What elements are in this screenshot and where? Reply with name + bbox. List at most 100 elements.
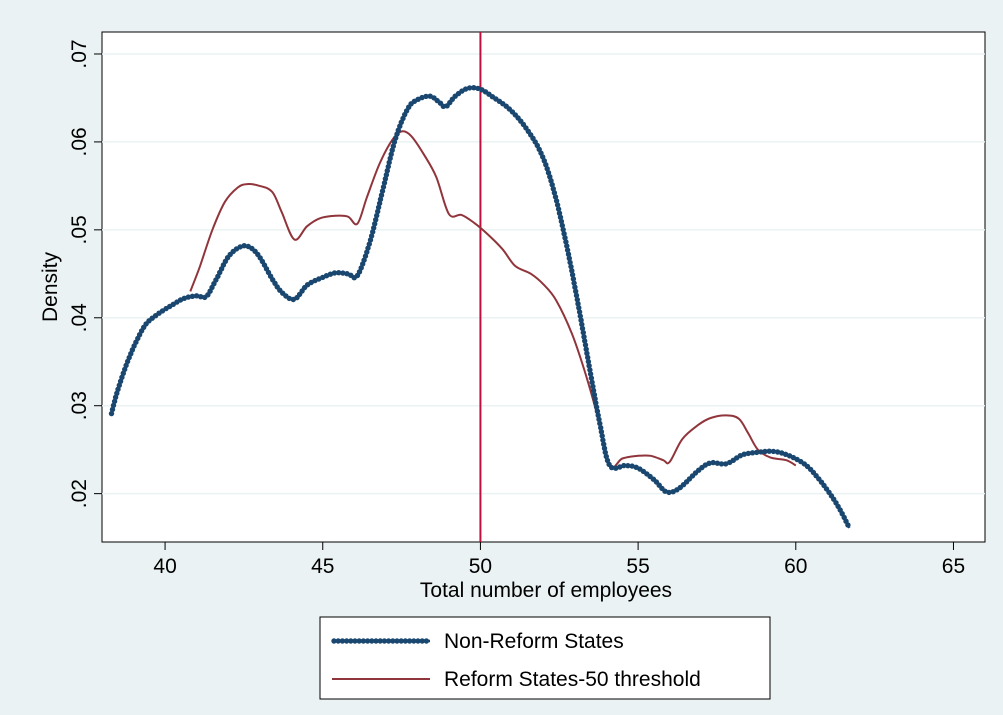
legend-marker xyxy=(423,638,430,644)
data-point-marker xyxy=(590,387,597,394)
data-point-marker xyxy=(569,272,576,278)
y-tick-label: .05 xyxy=(68,215,91,244)
data-point-marker xyxy=(601,441,607,447)
data-point-marker xyxy=(373,217,379,223)
y-tick-label: .04 xyxy=(68,303,91,333)
y-axis: .02 .03 .04 .05 .06 .07 xyxy=(68,39,102,508)
data-point-marker xyxy=(327,271,334,277)
data-point-marker xyxy=(591,392,598,398)
data-point-marker xyxy=(741,451,747,457)
data-point-marker xyxy=(596,416,602,423)
data-point-marker xyxy=(387,155,393,162)
data-point-marker xyxy=(559,222,565,229)
legend-marker xyxy=(343,638,350,644)
data-point-marker xyxy=(388,151,394,157)
data-point-marker xyxy=(377,196,384,202)
data-point-marker xyxy=(549,182,555,188)
data-point-marker xyxy=(593,400,599,406)
x-tick-label: 65 xyxy=(942,555,965,578)
data-point-marker xyxy=(706,460,712,466)
data-point-marker xyxy=(576,305,582,311)
data-point-marker xyxy=(582,338,588,344)
data-point-marker xyxy=(573,288,579,294)
data-point-marker xyxy=(385,163,391,170)
plot-area xyxy=(101,31,986,543)
data-point-marker xyxy=(565,251,572,257)
data-point-marker xyxy=(564,243,570,249)
legend-marker xyxy=(390,638,396,644)
data-point-marker xyxy=(774,449,781,455)
data-point-marker xyxy=(576,309,583,315)
data-point-marker xyxy=(845,522,851,528)
data-point-marker xyxy=(598,429,605,435)
series-line xyxy=(189,130,797,469)
data-point-marker xyxy=(566,255,572,261)
y-tick-label: .03 xyxy=(68,391,91,420)
gridlines xyxy=(102,53,985,495)
data-point-marker xyxy=(556,210,563,216)
data-point-marker xyxy=(375,208,381,215)
data-point-marker xyxy=(714,460,721,466)
y-axis-label: Density xyxy=(39,251,62,322)
y-tick-label: .06 xyxy=(68,127,91,156)
data-point-marker xyxy=(578,317,584,323)
data-point-marker xyxy=(558,218,565,225)
data-point-marker xyxy=(554,202,561,208)
legend-marker xyxy=(415,638,421,644)
data-point-marker xyxy=(551,190,558,196)
legend-marker xyxy=(377,638,383,644)
data-point-marker xyxy=(371,225,377,231)
legend-marker xyxy=(331,638,337,644)
legend-marker xyxy=(339,638,346,644)
data-point-marker xyxy=(562,235,568,241)
data-point-marker xyxy=(380,184,387,190)
data-point-marker xyxy=(561,231,567,237)
data-point-marker xyxy=(568,263,574,270)
legend-marker xyxy=(364,638,371,644)
data-point-marker xyxy=(587,371,594,377)
legend-marker xyxy=(352,638,358,644)
data-point-marker xyxy=(749,450,756,456)
data-point-marker xyxy=(372,221,378,227)
data-point-marker xyxy=(577,313,583,319)
legend: Non-Reform States Reform States-50 thresh… xyxy=(319,616,771,700)
data-point-marker xyxy=(754,449,760,456)
legend-marker xyxy=(419,638,425,644)
data-point-marker xyxy=(366,241,372,247)
data-point-marker xyxy=(336,270,342,276)
data-point-marker xyxy=(579,325,586,332)
data-point-marker xyxy=(108,410,115,417)
data-point-marker xyxy=(331,270,338,276)
data-point-marker xyxy=(710,459,716,466)
data-point-marker xyxy=(570,276,577,282)
y-tick-label: .07 xyxy=(68,39,91,68)
data-point-marker xyxy=(560,226,566,233)
data-point-marker xyxy=(555,206,562,212)
data-point-marker xyxy=(189,293,196,299)
data-point-marker xyxy=(609,464,615,471)
legend-marker xyxy=(373,638,379,644)
data-point-marker xyxy=(593,404,600,410)
x-axis-label: Total number of employees xyxy=(420,579,672,602)
data-point-marker xyxy=(340,270,346,276)
legend-marker xyxy=(335,638,341,644)
data-point-marker xyxy=(581,334,587,340)
data-point-marker xyxy=(587,367,593,373)
legend-marker xyxy=(369,638,375,644)
legend-marker xyxy=(394,638,400,644)
data-point-marker xyxy=(598,425,604,431)
data-point-marker xyxy=(758,449,764,455)
data-point-marker xyxy=(621,462,627,469)
data-point-marker xyxy=(594,408,601,414)
data-point-marker xyxy=(575,301,581,307)
data-point-marker xyxy=(109,406,116,413)
data-point-marker xyxy=(379,188,386,194)
data-point-marker xyxy=(574,296,580,303)
legend-label: Reform States-50 threshold xyxy=(444,668,701,691)
data-point-marker xyxy=(390,143,396,149)
data-point-marker xyxy=(381,180,388,186)
data-point-marker xyxy=(580,329,586,336)
data-point-marker xyxy=(471,85,477,91)
series-reform xyxy=(189,130,797,469)
